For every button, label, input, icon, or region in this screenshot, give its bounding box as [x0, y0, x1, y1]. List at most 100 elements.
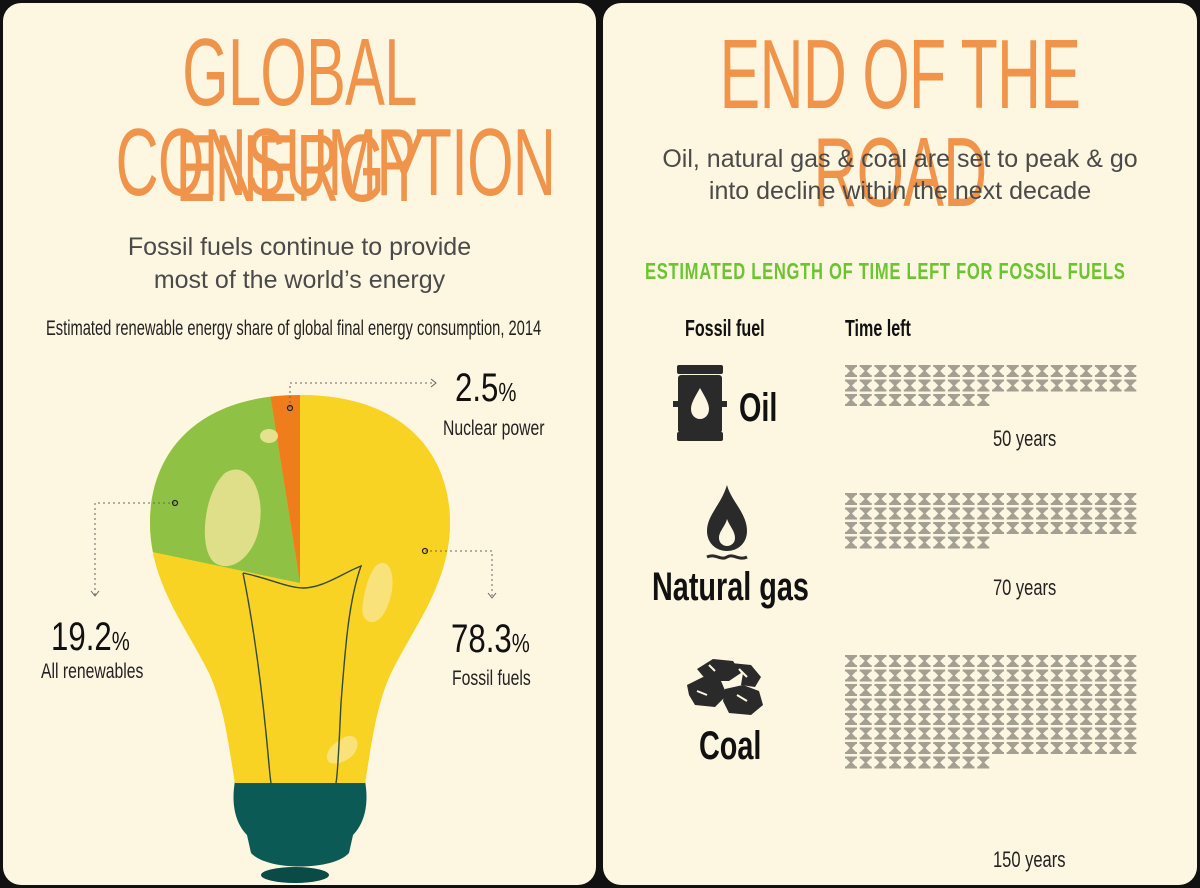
hourglass-icon — [903, 655, 916, 667]
hourglass-icon — [977, 536, 990, 549]
hourglass-icon — [977, 655, 990, 667]
hourglass-icon — [1109, 379, 1122, 392]
years-natural-gas: 70 years — [993, 575, 1057, 600]
hourglass-icon — [845, 507, 857, 520]
hourglass-icon — [977, 742, 990, 754]
hourglass-icon — [1021, 493, 1034, 505]
hourglass-icon — [845, 493, 857, 505]
hourglass-icon — [1006, 727, 1019, 740]
hourglass-icon — [962, 698, 975, 711]
hourglass-icon — [1065, 742, 1078, 754]
right-panel: END OF THE ROAD Oil, natural gas & coal … — [603, 3, 1197, 885]
hourglass-icon — [1065, 727, 1078, 740]
hourglass-icon — [859, 669, 872, 682]
leader-renewables — [94, 502, 175, 595]
hourglass-icon — [889, 698, 902, 711]
hourglass-icon — [1021, 698, 1034, 711]
hourglass-icon — [1006, 698, 1019, 711]
hourglass-icon — [1109, 507, 1122, 520]
hourglass-icon — [845, 522, 857, 534]
hourglass-icon — [1006, 365, 1019, 377]
hourglass-icon — [1094, 742, 1107, 754]
hourglass-icon — [1080, 669, 1093, 682]
hourglass-icon — [947, 536, 960, 549]
hourglass-icon — [859, 713, 872, 725]
column-header-fuel: Fossil fuel — [685, 315, 765, 341]
hourglass-icon — [1109, 669, 1122, 682]
hourglass-icon — [1065, 365, 1078, 377]
hourglass-icon — [1080, 684, 1093, 696]
subtitle-line-1: Fossil fuels continue to provide — [127, 233, 472, 261]
hourglass-icon — [1109, 365, 1122, 377]
hourglass-icon — [903, 379, 916, 392]
leader-lines — [94, 382, 493, 597]
hourglass-icon — [889, 655, 902, 667]
hourglass-icon — [947, 522, 960, 534]
hourglass-icon — [845, 727, 857, 740]
oil-barrel-icon — [673, 365, 727, 441]
fossil-label: Fossil fuels — [452, 667, 531, 690]
hourglass-icon — [962, 507, 975, 520]
hourglass-icon — [859, 365, 872, 377]
hourglass-icon — [918, 669, 931, 682]
hourglass-icon — [1094, 655, 1107, 667]
hourglass-icon — [845, 655, 857, 667]
hourglass-icon — [889, 713, 902, 725]
hourglass-icon — [1080, 698, 1093, 711]
hourglass-icon — [962, 684, 975, 696]
hourglass-icon — [962, 365, 975, 377]
hourglass-icon — [918, 684, 931, 696]
bulb-filament — [242, 564, 363, 783]
hourglass-icon — [874, 507, 887, 520]
hourglass-icon — [1094, 507, 1107, 520]
hourglass-icon — [845, 669, 857, 682]
hourglass-icon — [918, 365, 931, 377]
hourglass-icon — [1006, 379, 1019, 392]
hourglass-icon — [947, 742, 960, 754]
hourglass-icon — [874, 493, 887, 505]
glass-highlight-right — [362, 562, 393, 623]
hourglass-icon — [845, 713, 857, 725]
coal-lumps-icon — [687, 659, 763, 715]
hourglass-icon — [1036, 655, 1049, 667]
hourglass-icon — [859, 684, 872, 696]
hourglass-icon — [933, 669, 946, 682]
hourglass-icon — [859, 379, 872, 392]
hourglass-icon — [1006, 507, 1019, 520]
hourglass-icon — [903, 756, 916, 769]
hourglass-icon — [903, 522, 916, 534]
hourglass-icon — [947, 756, 960, 769]
gas-flame-icon — [706, 485, 748, 560]
hourglass-icon — [1036, 727, 1049, 740]
hourglass-icon — [874, 727, 887, 740]
hourglass-icon — [947, 655, 960, 667]
hourglass-icon — [918, 379, 931, 392]
left-panel: GLOBAL ENERGY CONSUMPTION Fossil fuels c… — [3, 3, 596, 885]
hourglass-icon — [889, 742, 902, 754]
hourglass-icon — [992, 522, 1004, 534]
hourglass-icon — [1124, 684, 1137, 696]
hourglass-icon — [1109, 522, 1122, 534]
hourglass-icon — [1109, 698, 1122, 711]
title-line-1: GLOBAL ENERGY — [175, 19, 424, 222]
hourglass-icon — [1065, 698, 1078, 711]
hourglass-icon — [1036, 669, 1049, 682]
hourglass-icon — [933, 522, 946, 534]
hourglass-icon — [874, 365, 887, 377]
hourglass-icon — [859, 507, 872, 520]
hourglass-icon — [1065, 655, 1078, 667]
hourglass-icon — [977, 698, 990, 711]
hourglass-icon — [933, 365, 946, 377]
hourglass-icon — [933, 536, 946, 549]
hourglass-icon — [992, 698, 1004, 711]
hourglass-icon — [1124, 655, 1137, 667]
hourglass-icon — [1050, 742, 1063, 754]
hourglass-icon — [947, 669, 960, 682]
hourglass-icon — [992, 669, 1004, 682]
leader-arrows — [90, 378, 497, 599]
hourglass-icon — [947, 727, 960, 740]
hourglass-icon — [1036, 684, 1049, 696]
renewables-label: All renewables — [41, 660, 144, 683]
years-coal: 150 years — [993, 847, 1066, 872]
hourglass-icon — [889, 507, 902, 520]
